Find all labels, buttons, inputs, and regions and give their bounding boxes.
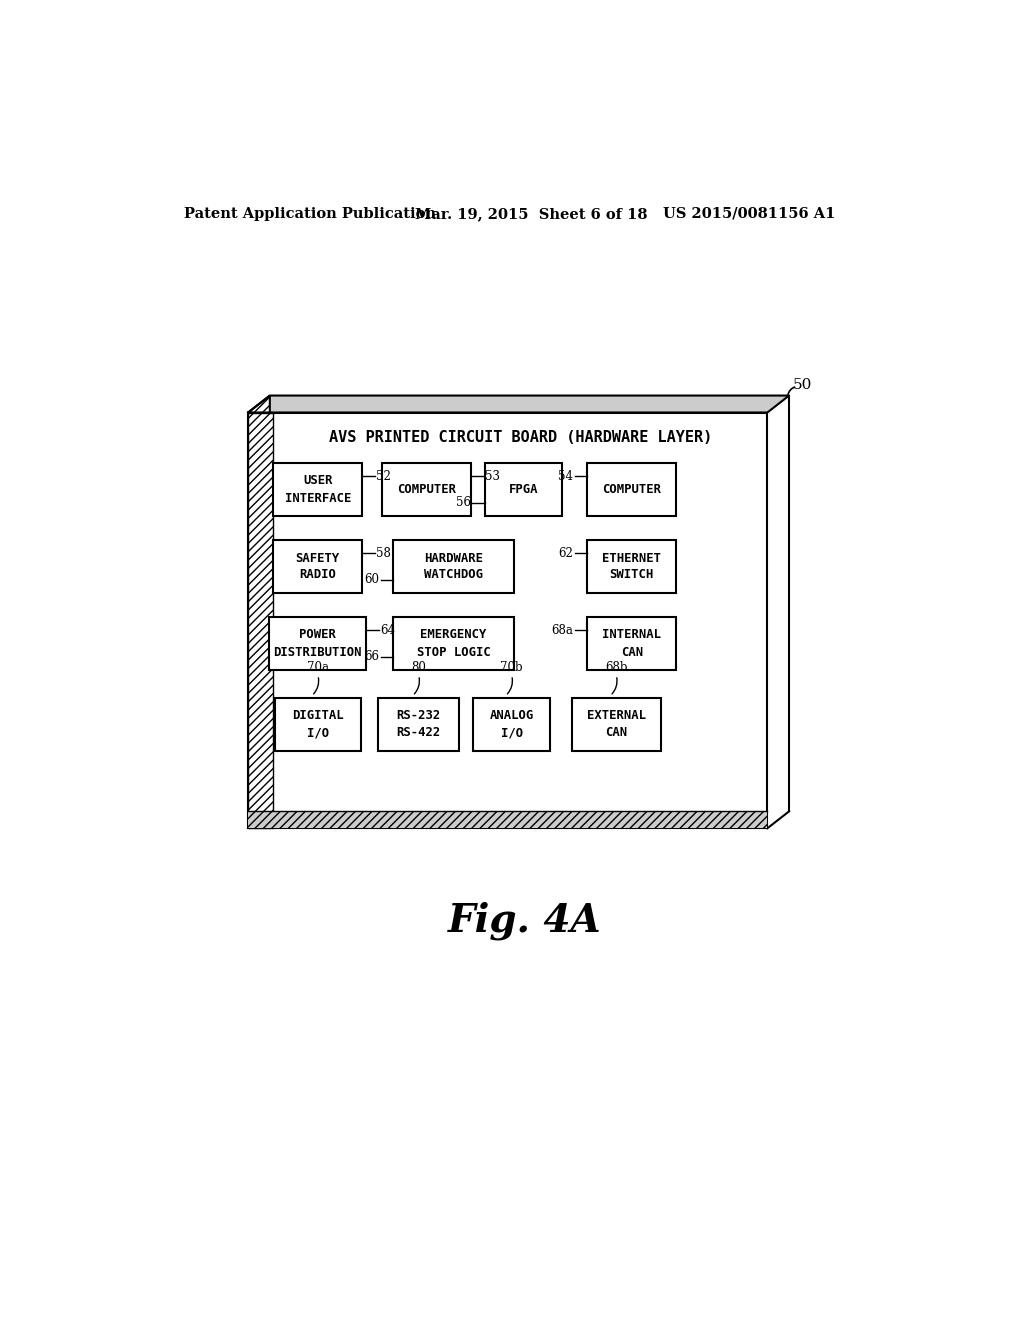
Bar: [571, 698, 660, 751]
Bar: [382, 463, 471, 516]
Bar: [393, 540, 514, 593]
Text: RS-232
RS-422: RS-232 RS-422: [396, 709, 440, 739]
Text: 54: 54: [558, 470, 573, 483]
Text: FPGA: FPGA: [509, 483, 538, 496]
Bar: [273, 540, 362, 593]
Text: COMPUTER: COMPUTER: [397, 483, 456, 496]
Text: 56: 56: [456, 496, 471, 510]
Text: 68b: 68b: [605, 660, 628, 673]
Text: 66: 66: [365, 649, 380, 663]
Text: 53: 53: [485, 470, 500, 483]
Text: AVS PRINTED CIRCUIT BOARD (HARDWARE LAYER): AVS PRINTED CIRCUIT BOARD (HARDWARE LAYE…: [329, 429, 712, 445]
Text: Mar. 19, 2015  Sheet 6 of 18: Mar. 19, 2015 Sheet 6 of 18: [415, 207, 647, 220]
Text: 68a: 68a: [551, 624, 573, 638]
Text: 80: 80: [412, 660, 426, 673]
Bar: [248, 412, 273, 829]
Bar: [275, 698, 360, 751]
Text: 60: 60: [365, 573, 380, 586]
Text: 58: 58: [377, 546, 391, 560]
Text: COMPUTER: COMPUTER: [602, 483, 662, 496]
Bar: [393, 618, 514, 669]
Text: SAFETY
RADIO: SAFETY RADIO: [296, 552, 340, 582]
Text: US 2015/0081156 A1: US 2015/0081156 A1: [663, 207, 836, 220]
Bar: [587, 463, 676, 516]
Text: USER
INTERFACE: USER INTERFACE: [285, 474, 351, 504]
Bar: [273, 463, 362, 516]
Bar: [473, 698, 550, 751]
Text: DIGITAL
I/O: DIGITAL I/O: [292, 709, 344, 739]
Text: 70a: 70a: [307, 660, 329, 673]
Bar: [248, 412, 767, 829]
Text: INTERNAL
CAN: INTERNAL CAN: [602, 628, 662, 659]
Text: 50: 50: [793, 378, 812, 392]
Text: 52: 52: [377, 470, 391, 483]
Text: 70b: 70b: [501, 660, 523, 673]
Bar: [484, 463, 562, 516]
Bar: [269, 618, 367, 669]
Text: ANALOG
I/O: ANALOG I/O: [489, 709, 534, 739]
Text: 64: 64: [380, 624, 395, 638]
Polygon shape: [248, 396, 270, 829]
Bar: [248, 812, 767, 829]
Polygon shape: [248, 396, 790, 412]
Text: ETHERNET
SWITCH: ETHERNET SWITCH: [602, 552, 662, 582]
Text: Fig. 4A: Fig. 4A: [447, 902, 602, 940]
Bar: [587, 618, 676, 669]
Text: POWER
DISTRIBUTION: POWER DISTRIBUTION: [273, 628, 362, 659]
Text: 62: 62: [558, 546, 573, 560]
Text: EXTERNAL
CAN: EXTERNAL CAN: [587, 709, 646, 739]
Text: Patent Application Publication: Patent Application Publication: [183, 207, 436, 220]
Bar: [378, 698, 460, 751]
Text: EMERGENCY
STOP LOGIC: EMERGENCY STOP LOGIC: [417, 628, 490, 659]
Bar: [587, 540, 676, 593]
Text: HARDWARE
WATCHDOG: HARDWARE WATCHDOG: [424, 552, 483, 582]
